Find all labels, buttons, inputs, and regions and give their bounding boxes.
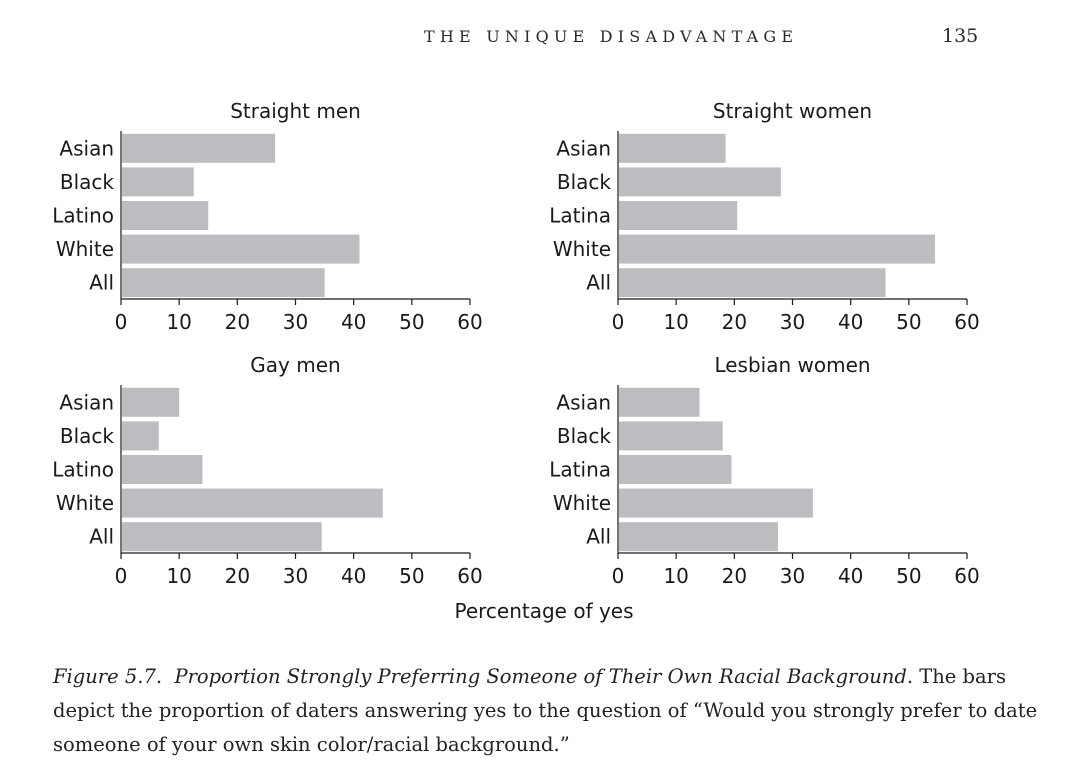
x-tick-label: 30 bbox=[780, 310, 805, 334]
bar-asian bbox=[619, 133, 726, 163]
x-tick-label: 0 bbox=[115, 310, 128, 334]
bar-asian bbox=[122, 387, 180, 417]
bar-black bbox=[122, 167, 194, 197]
bar-all bbox=[122, 268, 325, 298]
category-label: Latino bbox=[52, 458, 114, 482]
x-tick-label: 10 bbox=[166, 310, 191, 334]
category-label: Asian bbox=[556, 136, 611, 160]
bar-asian bbox=[122, 133, 276, 163]
bar-asian bbox=[619, 387, 700, 417]
x-tick-label: 20 bbox=[225, 310, 250, 334]
x-tick-label: 40 bbox=[341, 564, 366, 588]
chart-title: Straight women bbox=[713, 99, 872, 123]
chart-title: Gay men bbox=[250, 353, 340, 377]
category-label: All bbox=[586, 271, 611, 295]
x-tick-label: 10 bbox=[663, 564, 688, 588]
x-tick-label: 30 bbox=[283, 310, 308, 334]
x-tick-label: 60 bbox=[457, 564, 482, 588]
bar-white bbox=[122, 234, 360, 264]
category-label: All bbox=[586, 525, 611, 549]
bar-white bbox=[619, 488, 813, 518]
category-label: All bbox=[89, 271, 114, 295]
category-label: White bbox=[553, 491, 611, 515]
x-tick-label: 60 bbox=[954, 310, 979, 334]
x-tick-label: 50 bbox=[896, 564, 921, 588]
bar-latino bbox=[122, 455, 203, 484]
bar-latino bbox=[122, 201, 209, 230]
bar-all bbox=[122, 522, 322, 552]
category-label: Asian bbox=[556, 390, 611, 414]
x-tick-label: 60 bbox=[457, 310, 482, 334]
category-label: White bbox=[56, 237, 114, 261]
x-tick-label: 20 bbox=[722, 564, 747, 588]
category-label: Black bbox=[557, 170, 612, 194]
x-axis-label: Percentage of yes bbox=[454, 599, 633, 623]
bar-white bbox=[619, 234, 936, 264]
bar-black bbox=[619, 421, 723, 451]
x-tick-label: 30 bbox=[283, 564, 308, 588]
category-label: Latina bbox=[549, 204, 611, 228]
x-tick-label: 10 bbox=[166, 564, 191, 588]
bar-latina bbox=[619, 201, 738, 230]
category-label: Asian bbox=[59, 136, 114, 160]
x-tick-label: 40 bbox=[838, 310, 863, 334]
category-label: Asian bbox=[59, 390, 114, 414]
x-tick-label: 0 bbox=[612, 310, 625, 334]
caption-body: The bars depict the proportion of daters… bbox=[53, 665, 1038, 756]
bar-black bbox=[122, 421, 159, 451]
category-label: White bbox=[56, 491, 114, 515]
caption-title: Proportion Strongly Preferring Someone o… bbox=[174, 665, 914, 688]
running-head: THE UNIQUE DISADVANTAGE bbox=[424, 27, 799, 46]
bar-white bbox=[122, 488, 383, 518]
x-tick-label: 40 bbox=[838, 564, 863, 588]
x-tick-label: 20 bbox=[225, 564, 250, 588]
x-tick-label: 0 bbox=[612, 564, 625, 588]
x-tick-label: 40 bbox=[341, 310, 366, 334]
category-label: Latino bbox=[52, 204, 114, 228]
x-tick-label: 30 bbox=[780, 564, 805, 588]
bar-all bbox=[619, 522, 778, 552]
bar-black bbox=[619, 167, 781, 197]
x-tick-label: 20 bbox=[722, 310, 747, 334]
x-tick-label: 0 bbox=[115, 564, 128, 588]
x-tick-label: 50 bbox=[399, 310, 424, 334]
page-number: 135 bbox=[942, 25, 979, 47]
category-label: All bbox=[89, 525, 114, 549]
category-label: White bbox=[553, 237, 611, 261]
category-label: Latina bbox=[549, 458, 611, 482]
x-tick-label: 60 bbox=[954, 564, 979, 588]
chart-title: Straight men bbox=[230, 99, 361, 123]
x-tick-label: 50 bbox=[896, 310, 921, 334]
chart-title: Lesbian women bbox=[714, 353, 870, 377]
category-label: Black bbox=[557, 424, 612, 448]
x-tick-label: 50 bbox=[399, 564, 424, 588]
figure-caption: Figure 5.7. Proportion Strongly Preferri… bbox=[53, 660, 1043, 762]
category-label: Black bbox=[60, 424, 115, 448]
x-tick-label: 10 bbox=[663, 310, 688, 334]
bar-all bbox=[619, 268, 886, 298]
caption-label: Figure 5.7. bbox=[53, 665, 163, 688]
bar-latina bbox=[619, 455, 732, 484]
category-label: Black bbox=[60, 170, 115, 194]
